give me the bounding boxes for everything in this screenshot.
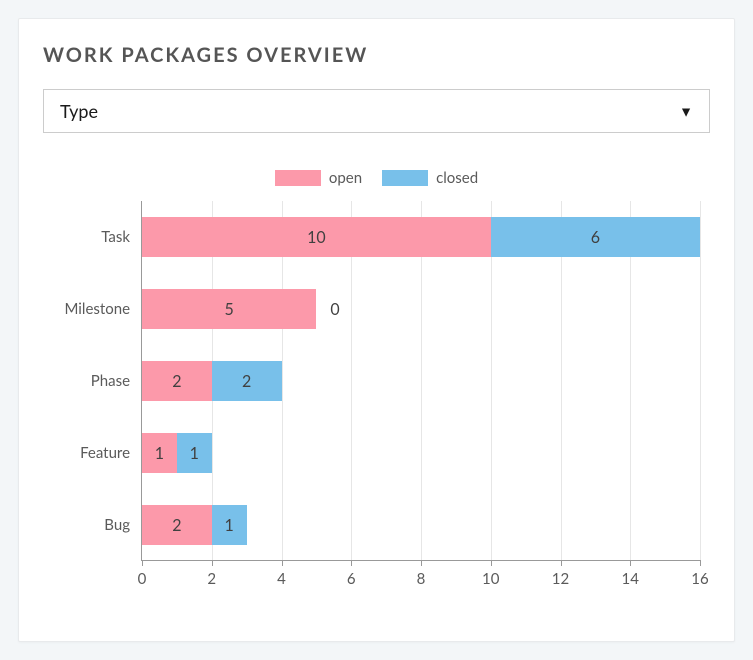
y-tick-label: Milestone: [64, 300, 130, 318]
bar-track: 22: [142, 361, 700, 401]
legend-label: closed: [436, 169, 478, 187]
x-tick-mark: [561, 560, 562, 566]
legend-swatch: [275, 170, 321, 186]
bar-segment-open[interactable]: 5: [142, 289, 316, 329]
x-tick-label: 4: [277, 570, 286, 588]
y-tick-label: Phase: [91, 372, 130, 390]
x-tick-mark: [421, 560, 422, 566]
x-tick-mark: [700, 560, 701, 566]
bar-segment-closed[interactable]: 1: [177, 433, 212, 473]
bar-segment-open[interactable]: 10: [142, 217, 491, 257]
bar-segment-closed[interactable]: 6: [491, 217, 700, 257]
x-tick-label: 2: [207, 570, 216, 588]
bar-value-label: 0: [330, 300, 339, 319]
legend-item-closed[interactable]: closed: [382, 169, 478, 187]
x-tick-mark: [282, 560, 283, 566]
bar-track: 10 6: [142, 217, 700, 257]
bar-row: 11: [142, 433, 700, 473]
card-title: WORK PACKAGES OVERVIEW: [43, 43, 710, 67]
grid-line: [700, 201, 701, 560]
legend-label: open: [329, 169, 362, 187]
bar-value-label: 2: [242, 372, 251, 391]
bar-value-label: 1: [155, 444, 164, 463]
bar-segment-open[interactable]: 2: [142, 505, 212, 545]
bar-value-label: 2: [172, 372, 181, 391]
bar-value-label: 6: [591, 228, 600, 247]
x-tick-label: 12: [552, 570, 569, 588]
bar-row: 50: [142, 289, 700, 329]
bar-segment-open[interactable]: 1: [142, 433, 177, 473]
bar-value-label: 5: [225, 300, 234, 319]
bar-row: 21: [142, 505, 700, 545]
x-tick-label: 16: [691, 570, 708, 588]
x-tick-label: 14: [622, 570, 639, 588]
legend-swatch: [382, 170, 428, 186]
y-tick-label: Bug: [104, 516, 130, 534]
x-tick-label: 8: [417, 570, 426, 588]
bar-row: 10 6: [142, 217, 700, 257]
bar-value-label: 10: [307, 228, 326, 247]
x-tick-mark: [491, 560, 492, 566]
bar-segment-closed[interactable]: 2: [212, 361, 282, 401]
type-select-value: Type: [60, 100, 98, 122]
x-tick-label: 0: [138, 570, 147, 588]
y-tick-label: Task: [101, 228, 130, 246]
x-tick-label: 6: [347, 570, 356, 588]
bar-segment-open[interactable]: 2: [142, 361, 212, 401]
y-tick-label: Feature: [80, 444, 130, 462]
bar-track: 50: [142, 289, 700, 329]
bar-value-label: 1: [190, 444, 199, 463]
bar-segment-closed[interactable]: 1: [212, 505, 247, 545]
legend-item-open[interactable]: open: [275, 169, 362, 187]
x-tick-label: 10: [482, 570, 499, 588]
x-tick-mark: [212, 560, 213, 566]
chart-plot: 0246810121416Task106Milestone50Phase22Fe…: [141, 201, 700, 561]
chart-legend: open closed: [43, 169, 710, 187]
bar-row: 22: [142, 361, 700, 401]
work-packages-card: WORK PACKAGES OVERVIEW Type ▼ open closed…: [18, 18, 735, 642]
bar-track: 11: [142, 433, 700, 473]
bar-track: 21: [142, 505, 700, 545]
x-tick-mark: [142, 560, 143, 566]
bar-value-label: 2: [172, 516, 181, 535]
x-tick-mark: [630, 560, 631, 566]
bar-value-label: 1: [225, 516, 234, 535]
type-select[interactable]: Type ▼: [43, 89, 710, 133]
chevron-down-icon: ▼: [679, 103, 693, 120]
chart: openclosed 0246810121416Task106Milestone…: [43, 169, 710, 599]
x-tick-mark: [351, 560, 352, 566]
